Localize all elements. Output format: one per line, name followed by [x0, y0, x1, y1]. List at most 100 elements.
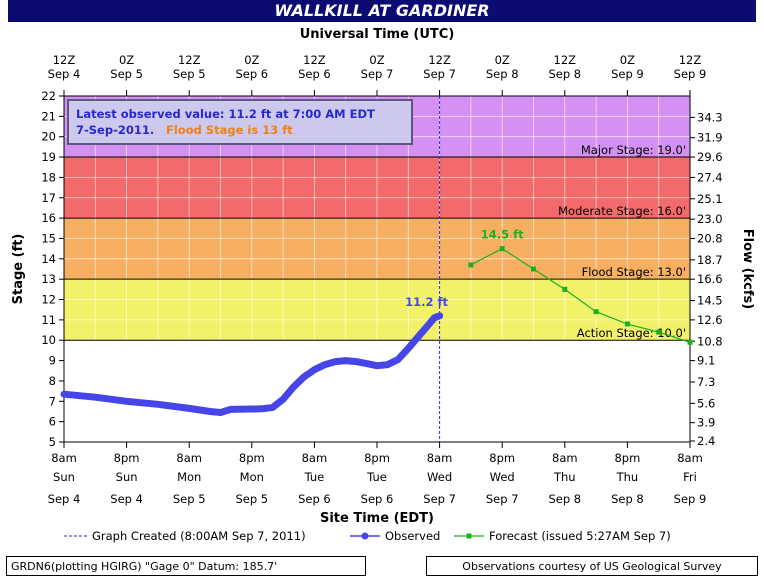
- y2-tick-label: 31.9: [697, 131, 723, 145]
- top-tick-label: 12Z: [554, 53, 577, 67]
- latest-value-box: [67, 99, 413, 145]
- top-tick-label: 0Z: [620, 53, 635, 67]
- y-tick-label: 13: [41, 272, 56, 286]
- observed-series-line: [60, 312, 444, 416]
- y-tick-label: 7: [49, 394, 56, 408]
- bottom-tick-date: Sep 4: [110, 492, 143, 506]
- hydrograph-chart: Action Stage: 10.0' Flood Stage: 13.0' Mod…: [11, 27, 755, 543]
- bottom-tick-day: Wed: [490, 470, 515, 484]
- top-tick-label: 12Z: [679, 53, 702, 67]
- latest-value-date: 7-Sep-2011.: [76, 123, 154, 137]
- y-tick-label: 6: [49, 415, 56, 429]
- y2-axis-label: Flow (kcfs): [740, 229, 755, 309]
- forecast-point: [562, 286, 568, 292]
- y-tick-label: 18: [41, 170, 56, 184]
- forecast-point: [656, 329, 662, 335]
- y-tick-label: 12: [41, 293, 56, 307]
- legend-forecast-marker: [466, 533, 472, 539]
- bottom-tick-time: 8pm: [114, 451, 140, 465]
- y-tick-label: 10: [41, 333, 56, 347]
- forecast-series-line: [470, 247, 691, 343]
- y-tick-label: 16: [41, 211, 56, 225]
- forecast-point: [624, 321, 630, 327]
- top-tick-label: 12Z: [303, 53, 326, 67]
- legend-observed-marker: [361, 532, 369, 540]
- y-tick-label: 15: [41, 231, 56, 245]
- top-tick-date: Sep 7: [361, 67, 394, 81]
- bottom-tick-day: Fri: [683, 470, 697, 484]
- observed-peak-label: 11.2 ft: [405, 295, 448, 309]
- y2-tick-label: 20.8: [697, 231, 723, 245]
- y-tick-label: 22: [41, 89, 56, 103]
- stage-threshold-label: Action Stage: 10.0': [577, 326, 686, 340]
- top-tick-label: 12Z: [178, 53, 201, 67]
- bottom-tick-time: 8am: [677, 451, 703, 465]
- bottom-tick-day: Thu: [616, 470, 639, 484]
- bottom-tick-time: 8pm: [364, 451, 390, 465]
- bottom-tick-date: Sep 7: [486, 492, 519, 506]
- y2-tick-label: 27.4: [697, 170, 723, 184]
- bottom-tick-time: 8am: [176, 451, 202, 465]
- stage-threshold-label: Moderate Stage: 16.0': [558, 204, 686, 218]
- bottom-tick-time: 8am: [51, 451, 77, 465]
- y-tick-label: 9: [49, 354, 56, 368]
- y-tick-label: 5: [49, 435, 56, 449]
- bottom-tick-day: Thu: [553, 470, 576, 484]
- y-tick-label: 14: [41, 252, 56, 266]
- bottom-tick-date: Sep 6: [361, 492, 394, 506]
- bottom-tick-date: Sep 4: [48, 492, 81, 506]
- y2-tick-label: 10.8: [697, 334, 723, 348]
- bottom-tick-day: Tue: [304, 470, 325, 484]
- top-tick-label: 12Z: [428, 53, 451, 67]
- y2-tick-label: 5.6: [697, 396, 715, 410]
- forecast-point: [468, 262, 474, 268]
- y-tick-label: 19: [41, 150, 56, 164]
- x-axis-label: Site Time (EDT): [320, 511, 434, 526]
- y-tick-label: 21: [41, 109, 56, 123]
- stage-threshold-label: Major Stage: 19.0': [581, 143, 686, 157]
- forecast-peak-label: 14.5 ft: [481, 228, 524, 242]
- bottom-tick-time: 8pm: [614, 451, 640, 465]
- top-tick-date: Sep 7: [423, 67, 456, 81]
- forecast-point: [593, 309, 599, 315]
- top-tick-date: Sep 9: [674, 67, 707, 81]
- bottom-tick-day: Mon: [177, 470, 201, 484]
- bottom-tick-date: Sep 5: [173, 492, 206, 506]
- bottom-tick-date: Sep 7: [423, 492, 456, 506]
- bottom-tick-day: Wed: [427, 470, 452, 484]
- legend-created-label: Graph Created (8:00AM Sep 7, 2011): [92, 529, 306, 543]
- latest-value-text: Latest observed value: 11.2 ft at 7:00 A…: [76, 107, 375, 121]
- top-tick-date: Sep 6: [235, 67, 268, 81]
- gage-datum-note: GRDN6(plotting HGIRG) "Gage 0" Datum: 18…: [6, 556, 366, 576]
- forecast-point: [499, 246, 505, 252]
- y-tick-label: 20: [41, 130, 56, 144]
- y2-tick-label: 25.1: [697, 192, 723, 206]
- y-tick-label: 17: [41, 191, 56, 205]
- y-tick-label: 8: [49, 374, 56, 388]
- bottom-tick-day: Tue: [366, 470, 387, 484]
- chart-title: WALLKILL AT GARDINER: [8, 0, 756, 22]
- top-tick-label: 0Z: [495, 53, 510, 67]
- top-tick-date: Sep 6: [298, 67, 331, 81]
- bottom-tick-time: 8pm: [239, 451, 265, 465]
- top-tick-date: Sep 5: [173, 67, 206, 81]
- bottom-tick-time: 8am: [552, 451, 578, 465]
- y2-tick-label: 3.9: [697, 416, 715, 430]
- stage-threshold-label: Flood Stage: 13.0': [582, 265, 686, 279]
- y2-tick-label: 7.3: [697, 375, 715, 389]
- y-axis-label: Stage (ft): [11, 234, 26, 305]
- y2-tick-label: 16.6: [697, 272, 723, 286]
- bottom-tick-day: Mon: [240, 470, 264, 484]
- flood-stage-note: Flood Stage is 13 ft: [166, 123, 293, 137]
- top-tick-date: Sep 8: [548, 67, 581, 81]
- top-tick-date: Sep 4: [48, 67, 81, 81]
- y-tick-label: 11: [41, 313, 56, 327]
- bottom-tick-time: 8pm: [489, 451, 515, 465]
- bottom-tick-date: Sep 9: [674, 492, 707, 506]
- bottom-tick-date: Sep 5: [235, 492, 268, 506]
- bottom-tick-time: 8am: [427, 451, 453, 465]
- y2-tick-label: 23.0: [697, 212, 723, 226]
- data-source-note: Observations courtesy of US Geological S…: [426, 556, 758, 576]
- bottom-tick-date: Sep 8: [611, 492, 644, 506]
- y2-tick-label: 9.1: [697, 354, 715, 368]
